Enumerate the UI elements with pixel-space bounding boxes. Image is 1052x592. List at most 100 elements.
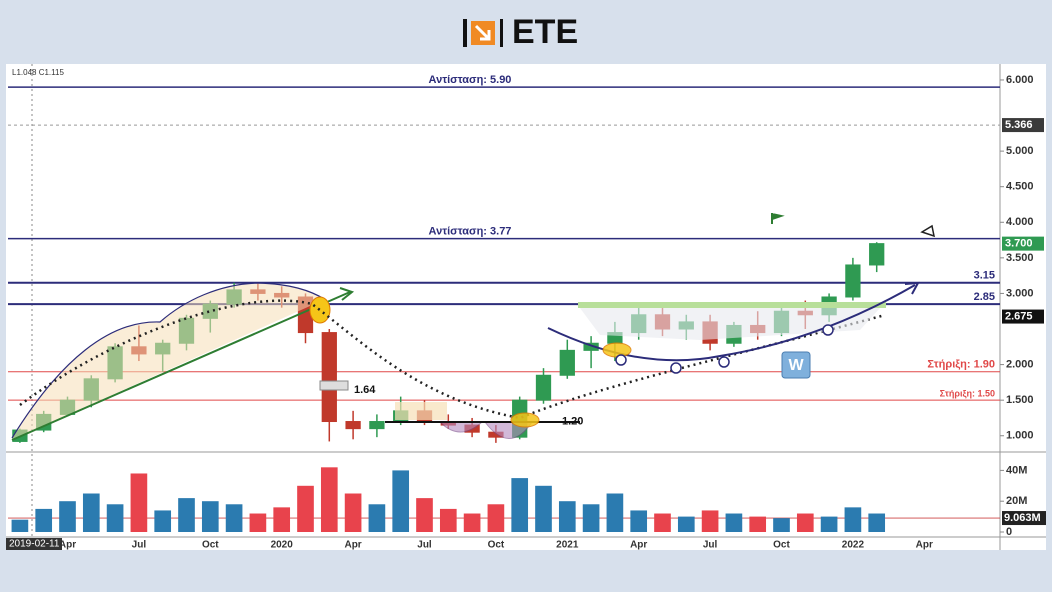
pattern-box: [781, 351, 811, 379]
volume-tick-label: 40M: [1006, 464, 1027, 476]
signal-icon: [670, 362, 682, 374]
signal-icon: [615, 354, 627, 366]
volume-bar: [273, 507, 291, 532]
volume-bar: [201, 501, 219, 532]
volume-bar: [178, 498, 195, 532]
volume-bar: [654, 513, 671, 532]
signal-icon: [822, 324, 834, 336]
volume-bar: [606, 493, 624, 532]
volume-bar: [630, 510, 648, 532]
volume-bar: [11, 519, 29, 532]
gap-box: [319, 380, 349, 391]
volume-bar: [106, 504, 124, 532]
volume-bar: [796, 513, 814, 532]
volume-bar: [511, 478, 529, 532]
volume-bar: [868, 513, 886, 532]
price-marker-label: 2.675: [1005, 310, 1033, 322]
volume-bar: [82, 493, 100, 532]
candle-body: [869, 243, 885, 266]
alert-icon: [920, 224, 935, 238]
volume-bar: [725, 513, 743, 532]
level-label: Στήριξη: 1.50: [940, 389, 995, 399]
price-marker: [1002, 236, 1044, 251]
logo-bar: [463, 19, 467, 47]
price-annotation: 1.20: [562, 415, 583, 427]
volume-bar: [249, 513, 267, 532]
volume-bar: [392, 470, 410, 532]
x-tick-label: Apr: [59, 540, 76, 551]
volume-bar: [773, 518, 790, 532]
candle-body: [845, 264, 861, 298]
candle-body: [345, 421, 361, 430]
shaded-area: [395, 402, 447, 420]
arrow-head: [339, 287, 355, 301]
y-tick-label: 5.000: [1006, 145, 1034, 157]
level-label: Αντίσταση: 5.90: [429, 74, 512, 86]
logo-bar: [500, 19, 503, 47]
y-tick-label: 1.500: [1006, 394, 1034, 406]
moving-average: [19, 299, 886, 420]
volume-bar: [225, 504, 243, 532]
price-marker: [1002, 118, 1044, 133]
volume-bar: [344, 493, 362, 532]
flag-icon: [771, 213, 785, 224]
signal-icons: [615, 324, 834, 374]
x-tick-label: Jul: [703, 540, 718, 551]
volume-marker: [1002, 511, 1046, 526]
volume-bar: [749, 516, 767, 532]
level-label: Αντίσταση: 3.77: [429, 226, 512, 238]
volume-bar: [844, 507, 862, 532]
highlight: [309, 296, 331, 324]
cursor-date: 2019-02-11: [9, 539, 60, 550]
volume-tick-label: 0: [1006, 526, 1012, 538]
shaded-area: [12, 283, 326, 440]
volume-bar: [558, 501, 576, 532]
logo: ETE: [463, 13, 578, 51]
x-tick-label: 2021: [556, 540, 579, 551]
logo-arrow: [474, 24, 491, 41]
volume-bar: [368, 504, 386, 532]
highlight: [602, 342, 632, 358]
signal-icon: [718, 356, 730, 368]
level-label: 2.85: [974, 291, 995, 303]
volume-marker-label: 9.063M: [1004, 512, 1041, 524]
x-tick-label: Jul: [417, 540, 432, 551]
y-tick-label: 3.500: [1006, 252, 1034, 264]
x-tick-label: Jul: [132, 540, 147, 551]
price-marker-label: 3.700: [1005, 238, 1033, 250]
y-tick-label: 4.500: [1006, 181, 1034, 193]
logo-text: ETE: [512, 13, 578, 51]
y-tick-label: 3.000: [1006, 287, 1034, 299]
ohlc-readout: L1.048 C1.115: [12, 68, 64, 77]
volume-bar: [582, 504, 600, 532]
arrow-head: [904, 281, 920, 295]
volume-bar: [463, 513, 481, 532]
x-tick-label: Oct: [773, 540, 790, 551]
candle-body: [369, 421, 385, 430]
candle-body: [321, 332, 337, 423]
level-label: Στήριξη: 1.90: [927, 359, 995, 371]
y-tick-label: 6.000: [1006, 74, 1034, 86]
volume-bar: [820, 516, 838, 532]
volume-bar: [677, 516, 695, 532]
volume-bar: [130, 473, 148, 532]
price-annotation: 1.64: [354, 384, 376, 396]
y-tick-label: 1.000: [1006, 430, 1034, 442]
y-tick-label: 2.000: [1006, 358, 1034, 370]
volume-bar: [35, 508, 53, 532]
volume-bar: [701, 510, 719, 532]
volume-tick-label: 20M: [1006, 495, 1027, 507]
x-tick-label: Apr: [916, 540, 933, 551]
trendline: [11, 291, 351, 441]
x-tick-label: 2020: [271, 540, 294, 551]
chart-panel: [6, 64, 1046, 550]
price-marker-label: 5.366: [1005, 119, 1033, 131]
y-tick-label: 4.000: [1006, 216, 1034, 228]
level-label: 3.15: [974, 270, 995, 282]
x-tick-label: Apr: [344, 540, 361, 551]
volume-bar: [535, 485, 552, 532]
candle-body: [535, 374, 552, 401]
highlight: [510, 412, 540, 428]
volume-bar: [320, 467, 338, 532]
